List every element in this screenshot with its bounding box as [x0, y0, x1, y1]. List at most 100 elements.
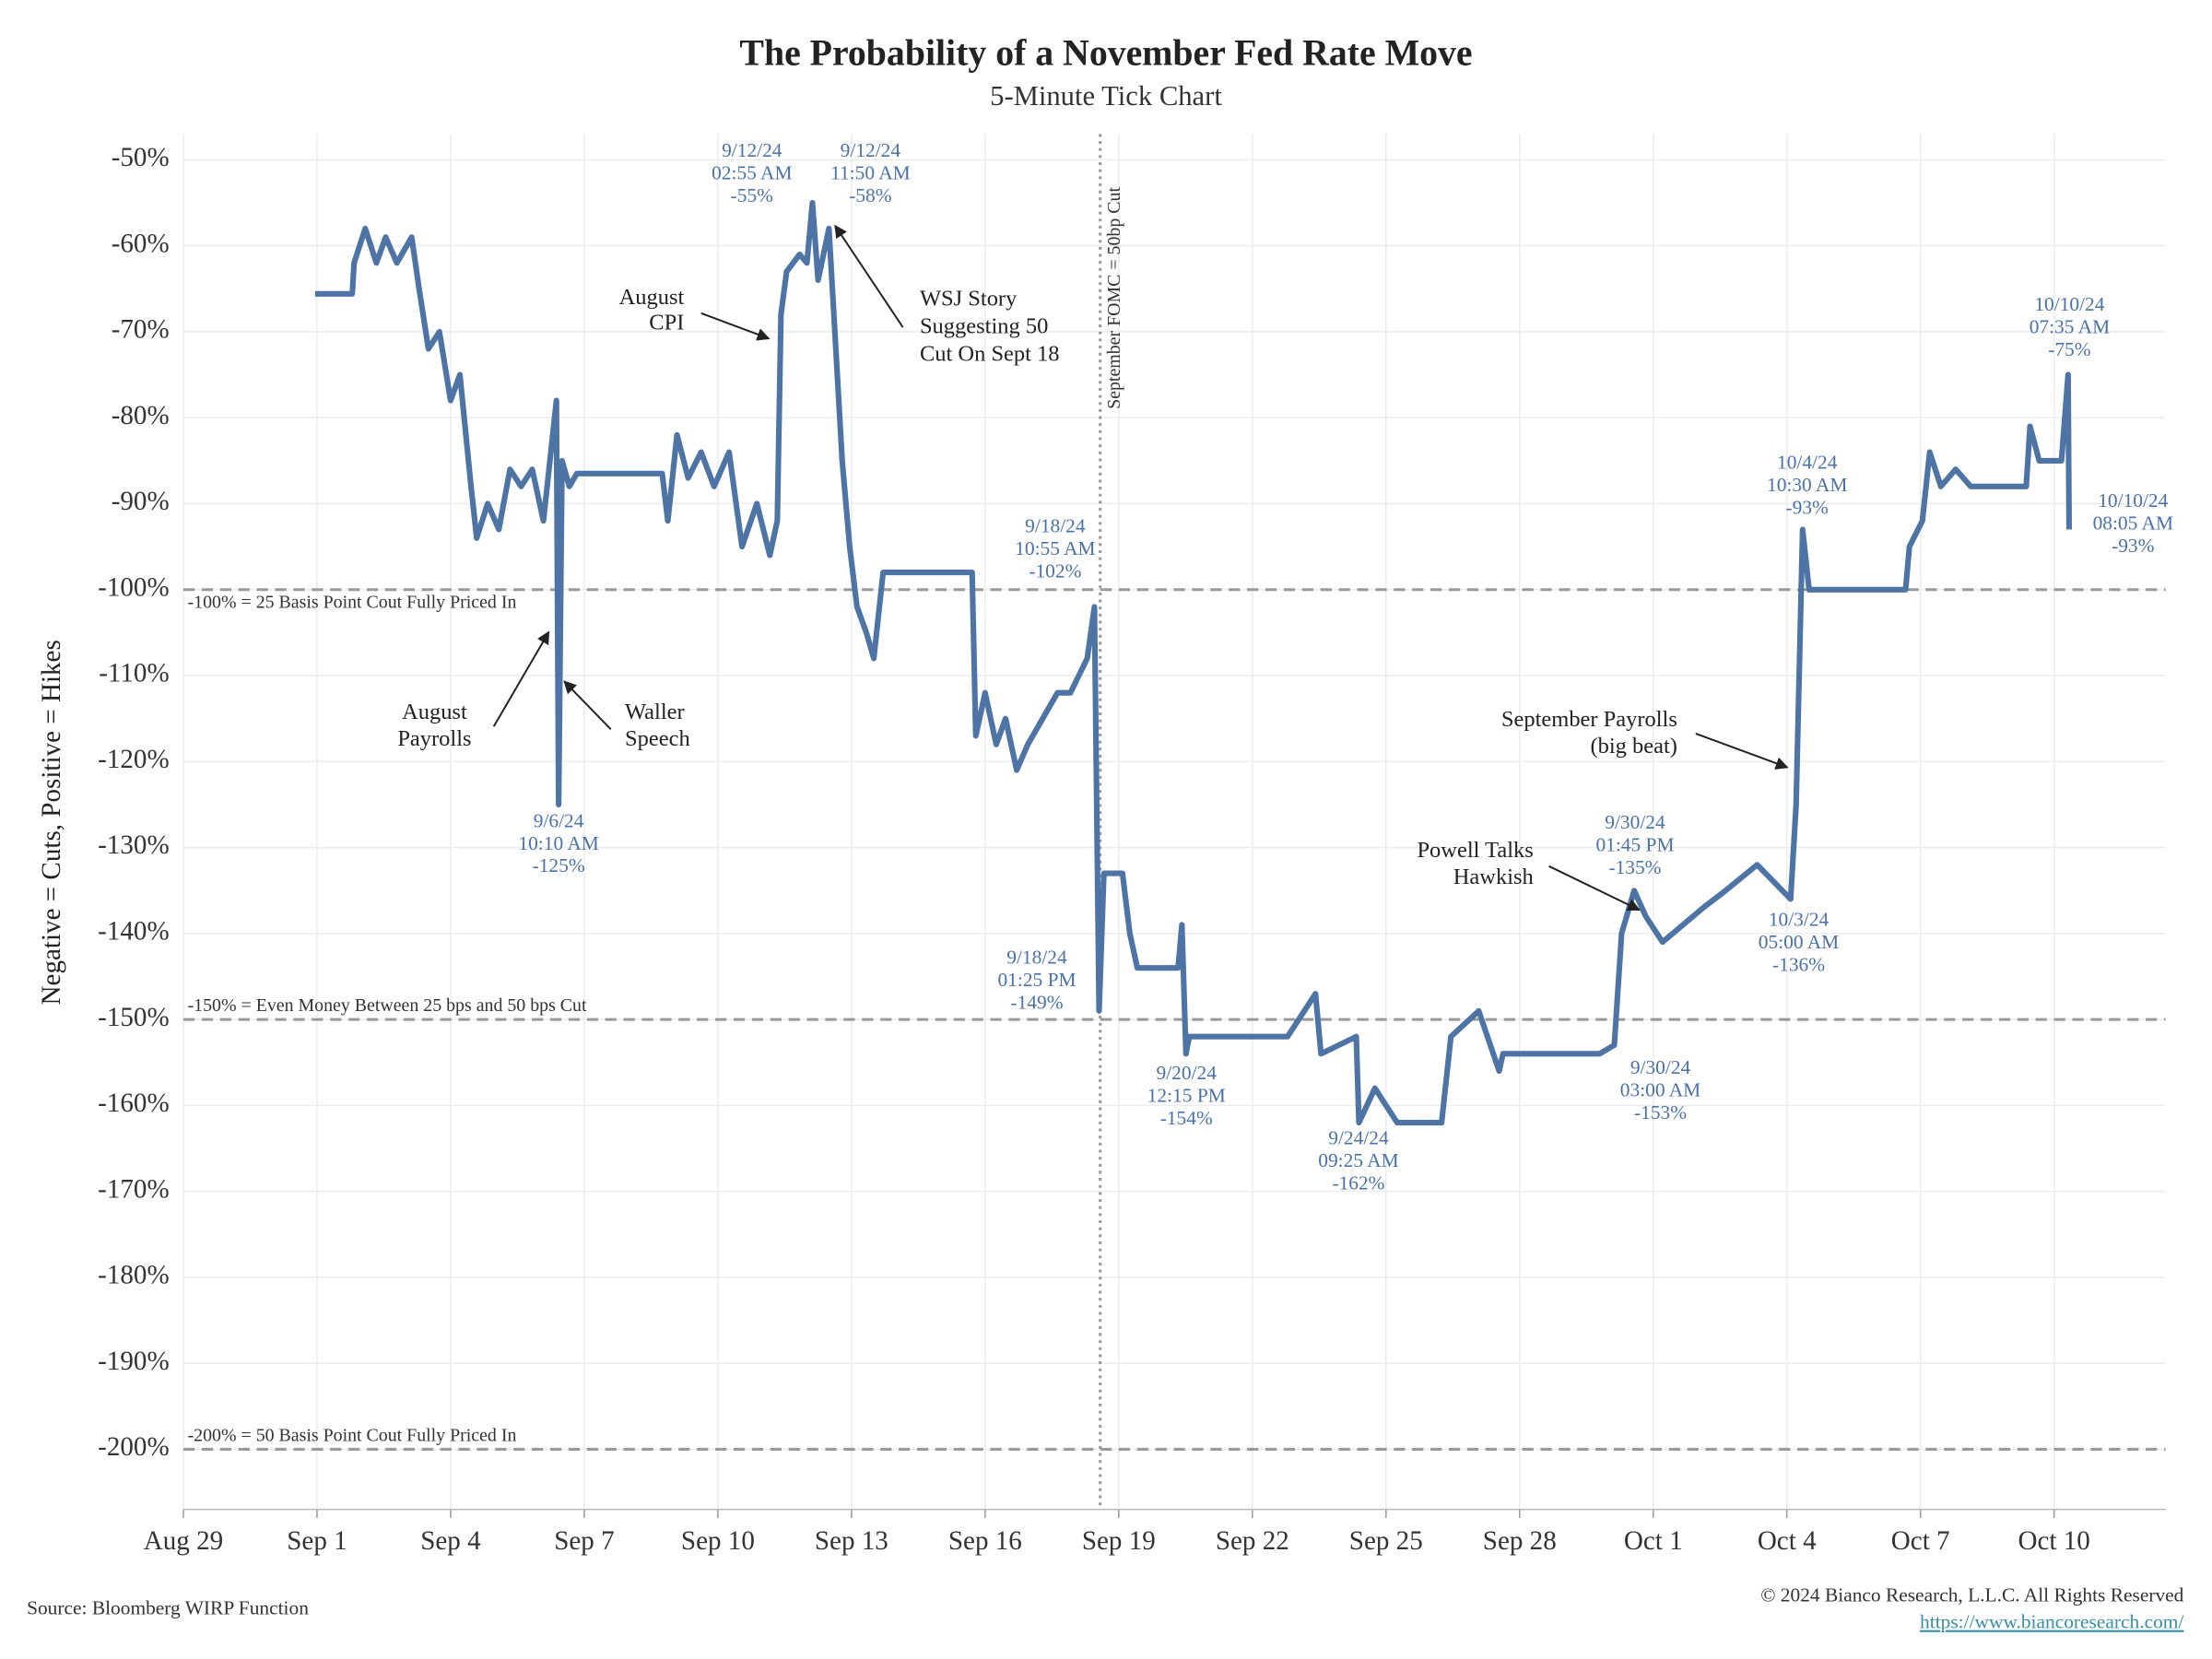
annotation: Hawkish [1453, 865, 1534, 889]
annotation: 10:30 AM [1767, 474, 1847, 496]
annotation: -136% [1772, 953, 1825, 975]
annotation: -75% [2048, 338, 2091, 360]
annotation-arrow [1548, 865, 1641, 912]
annotation-arrow [1695, 732, 1789, 770]
y-tick-label: -70% [112, 315, 170, 345]
annotation: -93% [2112, 535, 2155, 557]
annotation: 12:15 PM [1147, 1085, 1226, 1107]
annotation: 10/4/24 [1777, 451, 1838, 473]
annotation: 9/30/24 [1630, 1056, 1691, 1078]
annotation: -102% [1029, 559, 1081, 582]
annotation: 9/30/24 [1605, 811, 1665, 833]
annotation: -149% [1010, 992, 1063, 1014]
annotation: August [402, 700, 467, 724]
annotation: 9/24/24 [1328, 1127, 1389, 1149]
annotation: 01:25 PM [997, 969, 1076, 991]
annotation: 10:10 AM [518, 832, 598, 854]
y-tick-label: -190% [98, 1347, 170, 1376]
annotation-arrow [700, 312, 771, 341]
x-tick-label: Sep 13 [815, 1526, 888, 1556]
x-tick-label: Sep 19 [1082, 1526, 1156, 1556]
x-tick-label: Sep 10 [681, 1526, 755, 1556]
y-tick-label: -120% [98, 745, 170, 774]
y-tick-label: -200% [98, 1432, 170, 1462]
annotation: -162% [1332, 1172, 1384, 1194]
annotation: -55% [731, 184, 774, 206]
data-line [314, 200, 2073, 1126]
y-tick-label: -180% [98, 1261, 170, 1290]
y-tick-label: -110% [99, 659, 169, 688]
annotation: Waller [625, 700, 685, 724]
x-tick-label: Sep 16 [948, 1526, 1022, 1556]
annotation-arrow [492, 630, 550, 727]
annotation: 03:00 AM [1620, 1079, 1700, 1101]
annotation: 9/12/24 [722, 139, 782, 161]
x-tick-label: Sep 7 [554, 1526, 614, 1556]
y-tick-label: -160% [98, 1088, 170, 1118]
annotation: 9/18/24 [1025, 514, 1086, 536]
annotation: 05:00 AM [1759, 931, 1839, 953]
reference-label: -100% = 25 Basis Point Cout Fully Priced… [188, 593, 517, 613]
annotation: 10/10/24 [2098, 489, 2168, 512]
chart-title: The Probability of a November Fed Rate M… [739, 32, 1472, 73]
reference-label: -150% = Even Money Between 25 bps and 50… [188, 995, 587, 1016]
annotation: (big beat) [1590, 734, 1677, 759]
annotation: -125% [533, 854, 585, 877]
y-tick-label: -130% [98, 830, 170, 860]
annotation: -154% [1160, 1107, 1213, 1129]
annotation: -93% [1786, 496, 1830, 518]
annotation: 02:55 AM [712, 162, 792, 184]
annotation: 9/18/24 [1006, 947, 1067, 969]
annotation: 10/3/24 [1769, 908, 1830, 930]
annotation: September Payrolls [1501, 707, 1677, 732]
x-tick-label: Oct 1 [1624, 1526, 1683, 1556]
y-tick-label: -100% [98, 572, 170, 602]
annotation: 9/12/24 [841, 139, 901, 161]
annotation-arrow [834, 224, 904, 328]
annotation: 09:25 AM [1318, 1149, 1398, 1171]
x-tick-label: Oct 7 [1891, 1526, 1950, 1556]
y-tick-label: -140% [98, 917, 170, 947]
annotation: 9/20/24 [1157, 1062, 1218, 1084]
x-tick-label: Sep 1 [287, 1526, 347, 1556]
y-tick-label: -150% [98, 1003, 170, 1032]
event-label: September FOMC = 50bp Cut [1104, 187, 1124, 409]
annotation: Cut On Sept 18 [920, 341, 1060, 366]
x-tick-label: Oct 10 [2018, 1526, 2090, 1556]
annotation: August [619, 285, 685, 310]
chart-subtitle: 5-Minute Tick Chart [990, 80, 1222, 112]
source: Source: Bloomberg WIRP Function [27, 1596, 309, 1618]
x-tick-label: Sep 25 [1349, 1526, 1423, 1556]
annotation: Suggesting 50 [920, 313, 1048, 338]
annotation: 10:55 AM [1015, 537, 1095, 559]
copyright: © 2024 Bianco Research, L.L.C. All Right… [1760, 1584, 2183, 1606]
annotation-arrow [563, 680, 612, 731]
y-tick-label: -170% [98, 1174, 170, 1204]
x-tick-label: Sep 22 [1216, 1526, 1289, 1556]
reference-label: -200% = 50 Basis Point Cout Fully Priced… [188, 1425, 517, 1445]
x-tick-label: Oct 4 [1758, 1526, 1817, 1556]
url[interactable]: https://www.biancoresearch.com/ [1920, 1611, 2183, 1633]
annotation: -153% [1634, 1101, 1687, 1124]
y-tick-label: -50% [112, 143, 170, 172]
annotation: 08:05 AM [2093, 512, 2173, 534]
x-tick-label: Aug 29 [144, 1526, 223, 1556]
annotation: -135% [1608, 856, 1661, 878]
annotation: 07:35 AM [2030, 316, 2110, 338]
x-tick-label: Sep 28 [1483, 1526, 1557, 1556]
x-tick-label: Sep 4 [420, 1526, 481, 1556]
annotation: -58% [849, 184, 892, 206]
annotation: Powell Talks [1417, 838, 1533, 863]
annotation: 9/6/24 [534, 809, 584, 831]
annotation: WSJ Story [920, 287, 1018, 312]
y-axis-label: Negative = Cuts, Positive = Hikes [37, 640, 66, 1005]
y-tick-label: -80% [112, 401, 170, 430]
y-tick-label: -90% [112, 487, 170, 516]
annotation: 10/10/24 [2034, 293, 2104, 315]
annotation: Speech [625, 726, 690, 751]
annotation: 01:45 PM [1595, 833, 1674, 855]
annotation: CPI [649, 311, 684, 335]
annotation: Payrolls [397, 726, 471, 751]
